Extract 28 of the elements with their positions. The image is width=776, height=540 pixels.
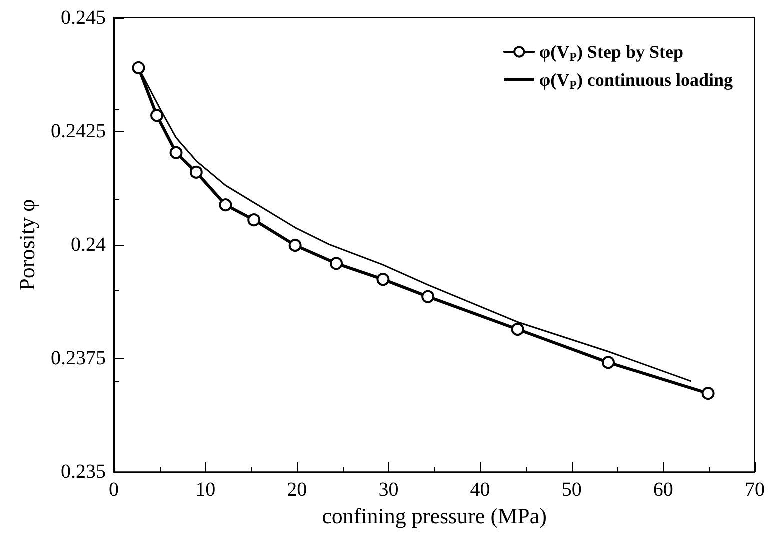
point (602, 356, 615, 370)
y-tick-label: 0.2425 (51, 120, 106, 143)
point (150, 109, 164, 122)
point (132, 61, 146, 74)
y-tick-label: 0.245 (61, 7, 106, 29)
x-tick-label: 60 (653, 479, 674, 502)
x-tick-label: 50 (562, 479, 582, 502)
x-tick-label: 20 (287, 479, 308, 502)
x-axis-title: confining pressure (MPa) (322, 504, 547, 528)
point (288, 239, 302, 252)
x-tick-label: 10 (196, 479, 216, 502)
y-axis-title: Porosity φ (14, 199, 40, 291)
x-tick-label: 40 (470, 479, 490, 502)
point (219, 198, 232, 212)
y-tick-label: 0.2375 (51, 348, 106, 370)
point (511, 323, 524, 336)
y-tick-label: 0.24 (71, 234, 106, 256)
y-tick-label: 0.235 (61, 461, 106, 484)
x-tick-label: 70 (745, 479, 765, 502)
point (190, 166, 203, 179)
point (422, 290, 435, 304)
x-tick-label: 30 (378, 479, 399, 502)
point (330, 257, 344, 270)
point (376, 273, 390, 286)
point (248, 214, 261, 227)
point (170, 146, 183, 160)
x-tick-label: 0 (109, 479, 119, 502)
point (702, 387, 715, 400)
